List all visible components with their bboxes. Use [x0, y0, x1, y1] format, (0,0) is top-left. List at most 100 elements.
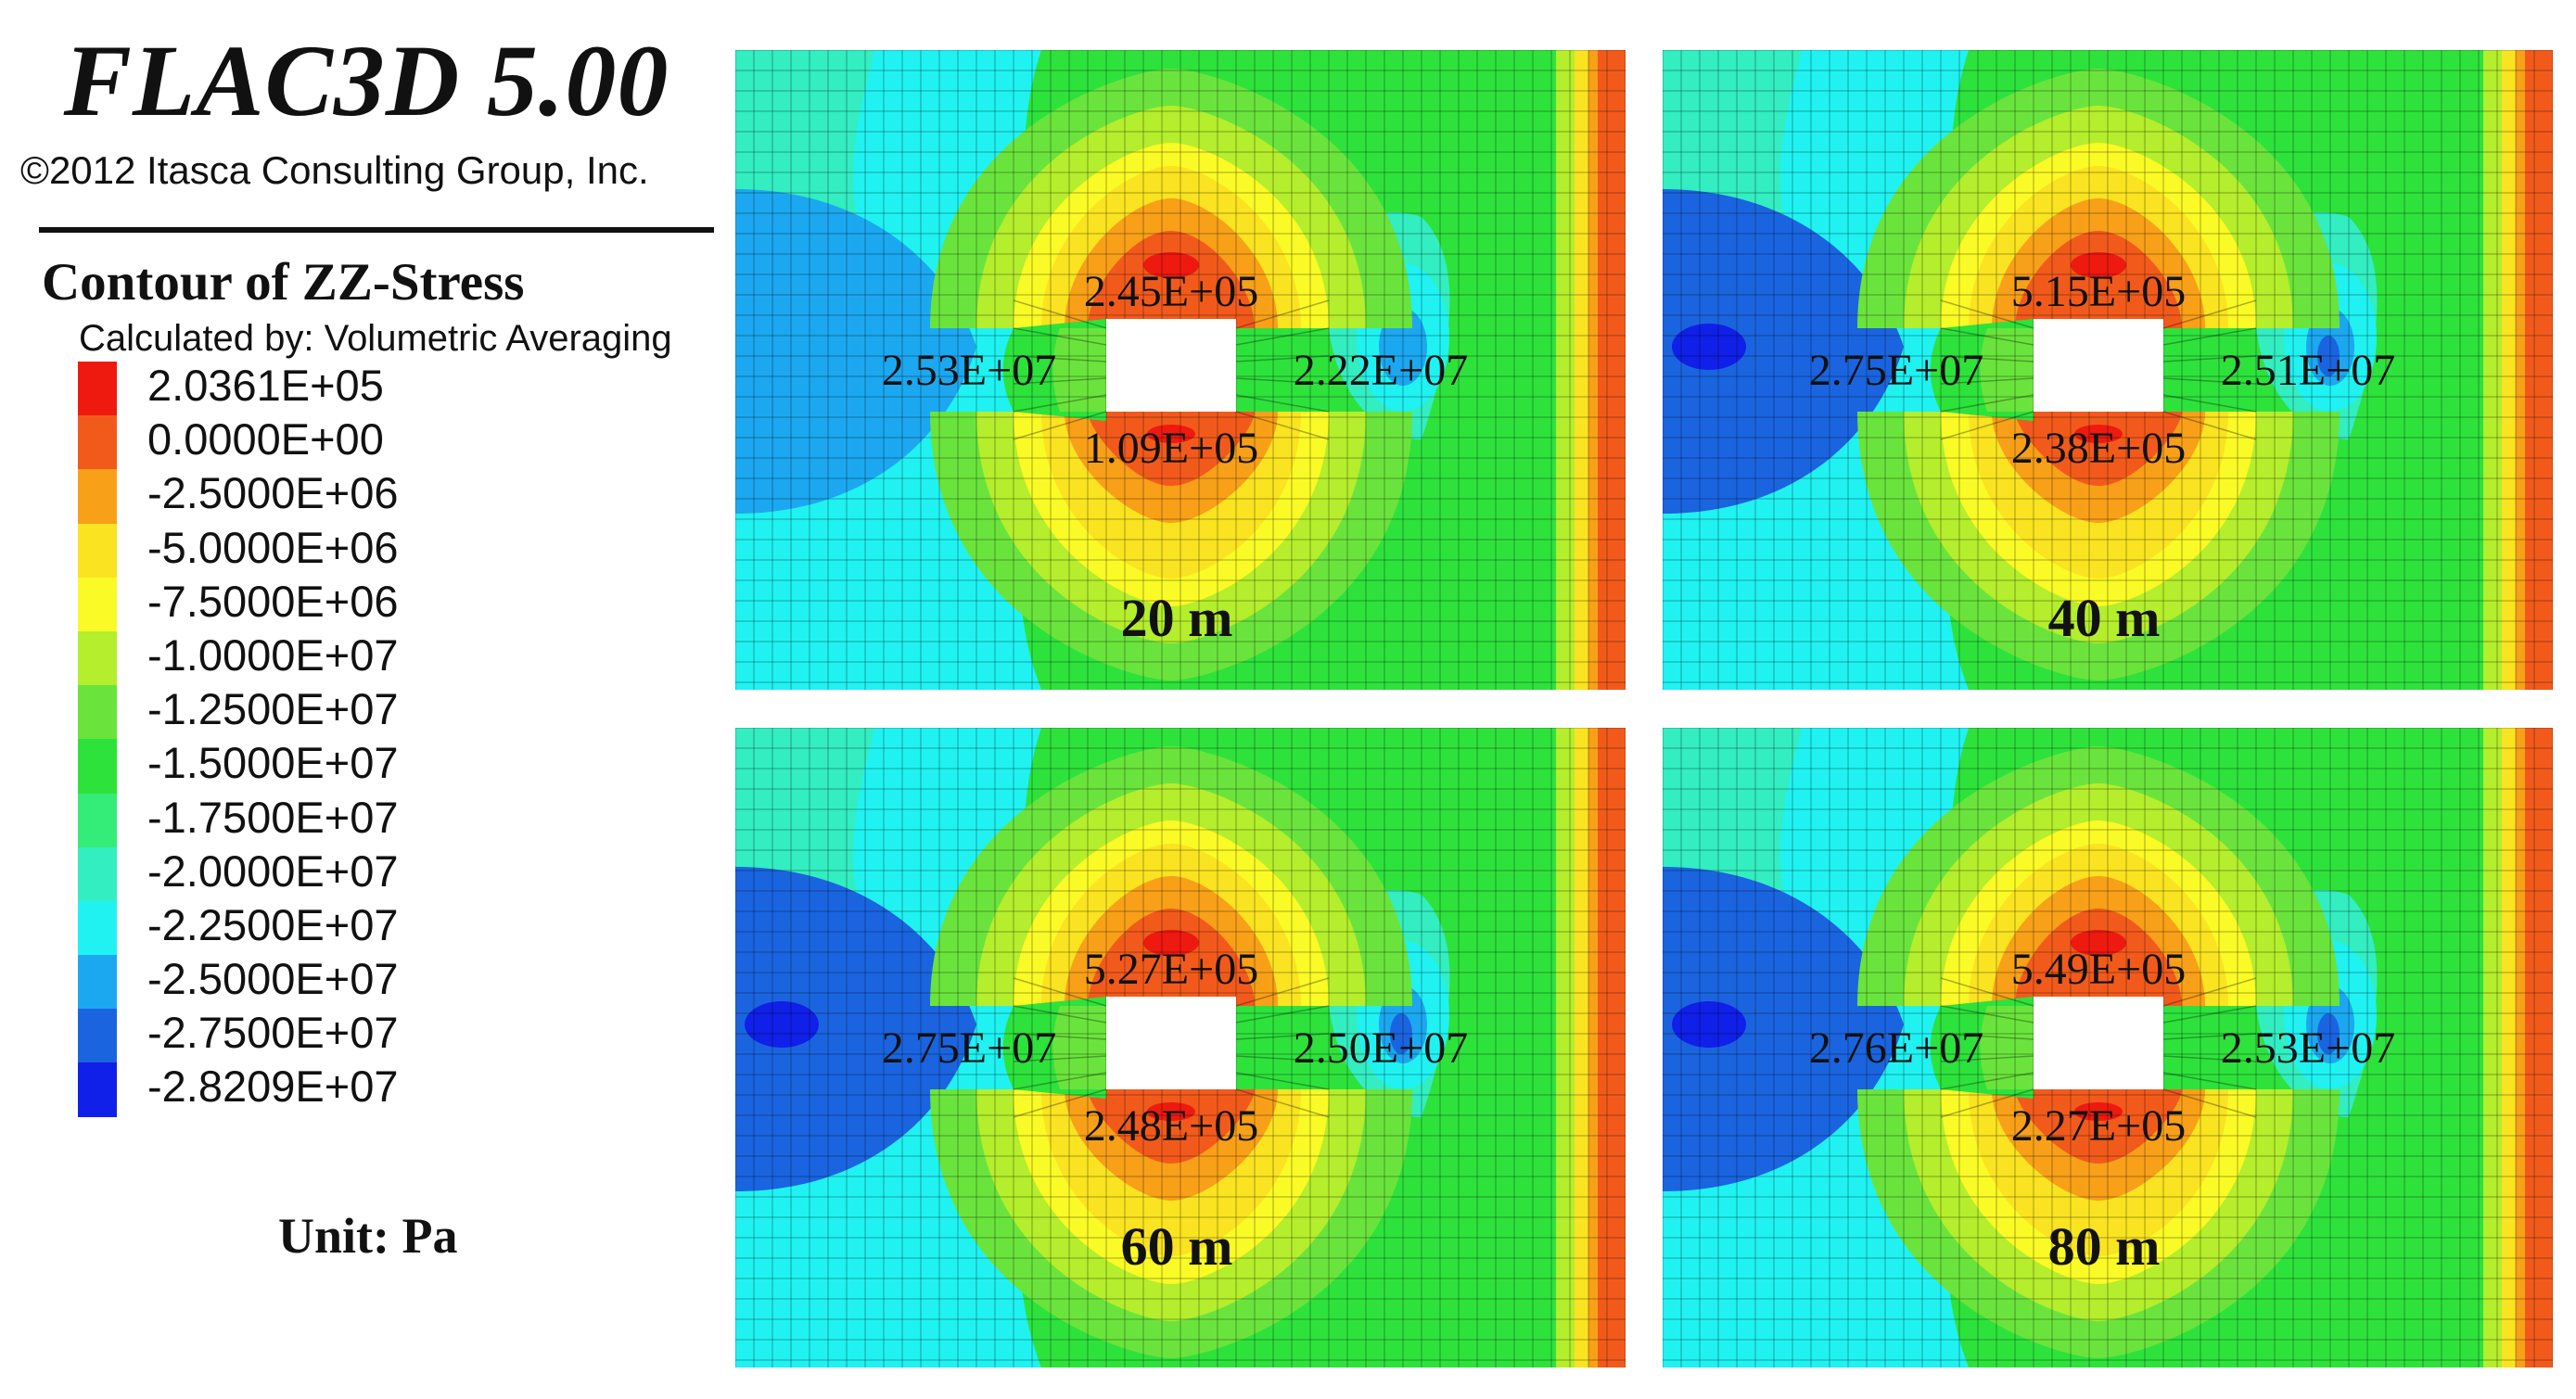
contour-panel-40m: 5.15E+05 2.38E+05 2.75E+07 2.51E+07 40 m	[1663, 50, 2553, 690]
legend-label: 0.0000E+00	[147, 414, 384, 464]
floor-peak-spot	[2074, 1102, 2123, 1121]
mesh-line	[1235, 1033, 1330, 1040]
mesh-line	[2162, 977, 2257, 1007]
mesh-line	[1013, 355, 1107, 362]
boundary-band-red	[1598, 728, 1626, 1367]
mesh-line	[1013, 411, 1107, 440]
legend-swatch	[78, 523, 117, 578]
distance-label: 20 m	[1120, 588, 1233, 648]
right-side-wedge	[2163, 1006, 2251, 1089]
left-side-core	[1052, 328, 1106, 412]
left-side-core	[1980, 1006, 2034, 1089]
contour-panel-80m: 5.49E+05 2.27E+05 2.76E+07 2.53E+07 80 m	[1663, 728, 2553, 1367]
left-rib-stress-label: 2.75E+07	[1808, 346, 1984, 395]
mesh-grid	[735, 50, 1626, 690]
roadway-opening	[1106, 997, 1236, 1089]
legend-swatch	[78, 1062, 117, 1117]
mesh-line	[1013, 1033, 1107, 1040]
software-title: FLAC3D 5.00	[63, 24, 670, 137]
mesh-line	[1235, 411, 1330, 440]
right-rib-stress-label: 2.50E+07	[1293, 1024, 1469, 1073]
legend-swatch	[78, 469, 117, 524]
mesh-line	[1235, 1055, 1330, 1062]
upper-lobe-band-5	[2015, 909, 2182, 1006]
left-side-core	[1980, 328, 2034, 412]
mesh-line	[1235, 377, 1330, 385]
mesh-line	[1940, 377, 2034, 385]
legend-label: -1.5000E+07	[147, 738, 399, 788]
legend-swatch	[78, 362, 117, 416]
contour-plot	[1663, 50, 2553, 690]
roof-stress-label: 5.15E+05	[2010, 267, 2187, 316]
mesh-line	[2162, 1088, 2257, 1118]
mesh-line	[1235, 1088, 1330, 1118]
roof-peak-spot	[2071, 252, 2126, 278]
contour-plot	[735, 728, 1626, 1367]
mesh-line	[1235, 977, 1330, 1007]
distance-label: 80 m	[2047, 1216, 2161, 1277]
legend-swatch	[78, 739, 117, 794]
lower-lobe-band-5	[1088, 412, 1255, 486]
mesh-line	[1940, 1055, 2034, 1062]
calculation-method: Calculated by: Volumetric Averaging	[79, 318, 672, 359]
legend-label: -2.2500E+07	[147, 899, 399, 949]
left-rib-stress-label: 2.75E+07	[881, 1024, 1057, 1073]
roof-stress-label: 2.45E+05	[1083, 267, 1259, 316]
left-rib-stress-label: 2.53E+07	[881, 346, 1057, 395]
lower-lobe-band-5	[2015, 1089, 2182, 1164]
radial-mesh	[1940, 299, 2257, 440]
legend-label: -2.0000E+07	[147, 846, 399, 896]
mesh-line	[2162, 327, 2257, 346]
floor-stress-label: 2.27E+05	[2010, 1101, 2187, 1151]
legend-label: -1.7500E+07	[147, 792, 399, 842]
mesh-line	[1013, 1005, 1107, 1024]
mesh-line	[2162, 377, 2257, 385]
mesh-line	[1013, 377, 1107, 385]
floor-peak-spot	[1147, 425, 1195, 443]
legend-label: -1.2500E+07	[147, 684, 399, 734]
boundary-band-red	[2525, 728, 2553, 1367]
contour-panel-60m: 5.27E+05 2.48E+05 2.75E+07 2.50E+07 60 m	[735, 728, 1626, 1367]
mesh-line	[1940, 1072, 2034, 1090]
roadway-opening	[2034, 319, 2163, 412]
region-deeper-blue-right	[2317, 336, 2340, 376]
contour-plot	[1663, 728, 2553, 1367]
roof-peak-spot	[1143, 930, 1199, 956]
right-rib-stress-label: 2.51E+07	[2220, 346, 2396, 395]
legend-swatch	[78, 415, 117, 470]
right-rib-stress-label: 2.53E+07	[2220, 1024, 2396, 1073]
legend-label: -2.5000E+07	[147, 954, 399, 1004]
mesh-line	[1013, 1072, 1107, 1090]
mesh-line	[2162, 1005, 2257, 1024]
legend-swatch	[78, 793, 117, 847]
legend-label: -7.5000E+06	[147, 576, 399, 626]
contour-plot	[735, 50, 1626, 690]
legend-swatch	[78, 955, 117, 1010]
right-side-wedge	[2163, 328, 2251, 412]
mesh-line	[1013, 1055, 1107, 1062]
mesh-line	[1940, 1005, 2034, 1024]
radial-mesh	[1013, 299, 1330, 440]
roof-stress-label: 5.49E+05	[2010, 945, 2187, 994]
region-deep-blue	[1672, 324, 1746, 370]
mesh-line	[1013, 394, 1107, 413]
mesh-line	[1013, 1088, 1107, 1118]
region-deeper-blue-right	[2317, 1013, 2340, 1054]
mesh-line	[1940, 299, 2034, 329]
roadway-opening	[1106, 319, 1236, 412]
legend-swatch	[78, 577, 117, 631]
mesh-line	[1940, 355, 2034, 362]
mesh-line	[1235, 1072, 1330, 1090]
floor-peak-spot	[1147, 1102, 1195, 1121]
legend-label: 2.0361E+05	[147, 361, 384, 410]
divider	[39, 227, 714, 233]
legend-label: -2.7500E+07	[147, 1008, 399, 1058]
region-blue-left	[1663, 189, 1904, 514]
legend-swatch	[78, 900, 117, 956]
region-blue-left	[735, 867, 976, 1191]
mesh-line	[1235, 394, 1330, 413]
legend-swatch	[78, 685, 117, 740]
copyright-text: ©2012 Itasca Consulting Group, Inc.	[20, 148, 649, 192]
region-deep-blue	[745, 1001, 819, 1048]
mesh-line	[2162, 394, 2257, 413]
